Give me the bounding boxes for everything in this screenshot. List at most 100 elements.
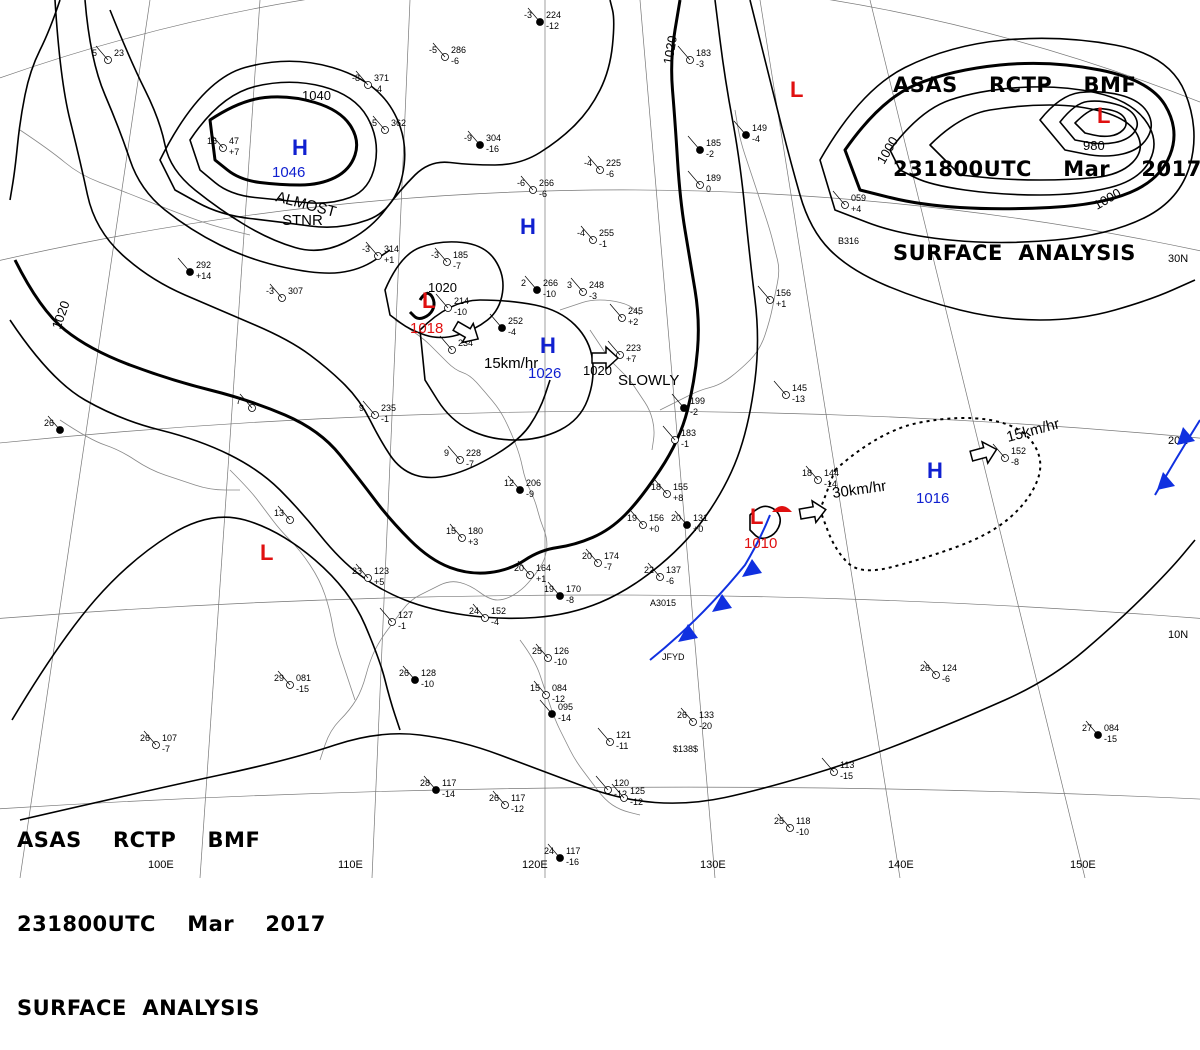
station-plot: 095-14 (539, 699, 573, 723)
station-temperature: 3 (567, 280, 572, 290)
station-pressure: 155 (673, 482, 688, 492)
meridian-line (19, 0, 151, 878)
station-pressure: 121 (616, 730, 631, 740)
station-pressure: 126 (554, 646, 569, 656)
isobar (889, 86, 1155, 196)
station-pressure: 199 (690, 396, 705, 406)
movement-arrow-slowly (591, 345, 620, 371)
isobar-label: 1040 (302, 88, 331, 103)
station-tendency: -2 (690, 407, 698, 417)
movement-arrow-1016 (969, 440, 998, 465)
station-temperature: 9 (444, 448, 449, 458)
wind-barb (435, 293, 449, 309)
parallel-0n (0, 786, 1200, 810)
high-pressure-value: 1046 (272, 164, 305, 181)
station-plot: 28 117-14 (420, 775, 456, 799)
station-plot: 9 228-7 (444, 445, 481, 469)
coastline (559, 299, 641, 316)
station-tendency: -14 (442, 789, 455, 799)
coastline (229, 469, 356, 701)
station-plot: 9 235-1 (359, 400, 396, 424)
isobar (419, 299, 594, 441)
wind-barb (832, 190, 846, 206)
station-pressure: 117 (566, 846, 580, 856)
station-tendency: +7 (626, 354, 636, 364)
station-tendency: +2 (628, 317, 638, 327)
station-temperature: -8 (352, 73, 360, 83)
station-pressure: 223 (626, 343, 641, 353)
station-pressure: 292 (196, 260, 211, 270)
station-plot: 234 (439, 335, 473, 354)
parallel-20n (0, 410, 1200, 444)
coastline (659, 109, 780, 411)
station-tendency: +0 (693, 524, 703, 534)
station-pressure: 206 (526, 478, 541, 488)
station-pressure: 137 (666, 565, 681, 575)
wind-barb (677, 45, 691, 61)
wind-barb (434, 247, 448, 263)
station-pressure: 145 (792, 383, 807, 393)
pressure-centers: H 1046 H H 1026 H 1016 L 1018 L 1010 L L L (260, 77, 1110, 565)
cold-front-triangle (1177, 427, 1195, 445)
station-plot: -5 286-6 (429, 42, 466, 66)
wind-barb (671, 393, 685, 409)
station-tendency: +7 (229, 147, 239, 157)
station-plot: 20 131+0 (671, 510, 708, 534)
station-tendency: -7 (604, 562, 612, 572)
station-pressure: 059 (851, 193, 866, 203)
isobar (11, 516, 401, 731)
wind-barb (777, 813, 791, 829)
station-temperature: -3 (362, 244, 370, 254)
station-temperature: 26 (677, 710, 687, 720)
station-tendency: +1 (536, 574, 546, 584)
movement-arrow-1018 (452, 320, 480, 344)
station-plot: 145-13 (773, 380, 807, 404)
station-pressure: 149 (752, 123, 767, 133)
station-temperature: -9 (464, 133, 472, 143)
wind-barb (277, 670, 291, 686)
station-pressure: 245 (628, 306, 643, 316)
wind-barb (277, 505, 291, 521)
wind-barb (355, 70, 369, 86)
station-id: A3015 (650, 598, 676, 608)
station-tendency: -4 (374, 84, 382, 94)
wind-barb (507, 475, 521, 491)
station-plot: 5 23 (92, 45, 124, 64)
isobar (19, 539, 1196, 821)
station-temperature: 7 (236, 396, 241, 406)
wind-barb (547, 843, 561, 859)
wind-barb (535, 643, 549, 659)
low-pressure-value: 1010 (744, 535, 777, 552)
low-center-symbol: L (422, 288, 435, 313)
station-temperature: -5 (369, 118, 377, 128)
wind-barb (587, 155, 601, 171)
high-center-symbol: H (540, 333, 556, 358)
station-pressure: 314 (384, 244, 399, 254)
station-temperature: 18 (651, 482, 661, 492)
station-plot: -9 304-16 (464, 130, 501, 154)
wind-barb (517, 560, 531, 576)
isobar (189, 81, 378, 204)
parallel-10n (0, 594, 1200, 619)
station-plot: 16 47+7 (207, 133, 239, 157)
station-temperature: 22 (644, 565, 654, 575)
station-pressure: 235 (381, 403, 396, 413)
station-pressure: 266 (543, 278, 558, 288)
wind-barb (524, 275, 538, 291)
station-plot: 156+1 (757, 285, 791, 309)
station-temperature: 23 (352, 566, 362, 576)
header-line-2: 231800UTC Mar 2017 (893, 157, 1200, 181)
coastline (19, 129, 251, 236)
station-temperature: 26 (44, 418, 54, 428)
station-plot: 26 133-20 (677, 707, 714, 731)
station-temperature: 9 (359, 403, 364, 413)
wind-barb (597, 727, 611, 743)
parallel-30n (0, 189, 1200, 261)
cold-front-triangle (678, 624, 698, 642)
station-plot: 22 137-6 (644, 562, 681, 586)
station-tendency: -16 (566, 857, 579, 867)
station-temperature: 16 (207, 136, 217, 146)
latitude-label: 10N (1168, 629, 1188, 641)
station-pressure: 47 (229, 136, 239, 146)
